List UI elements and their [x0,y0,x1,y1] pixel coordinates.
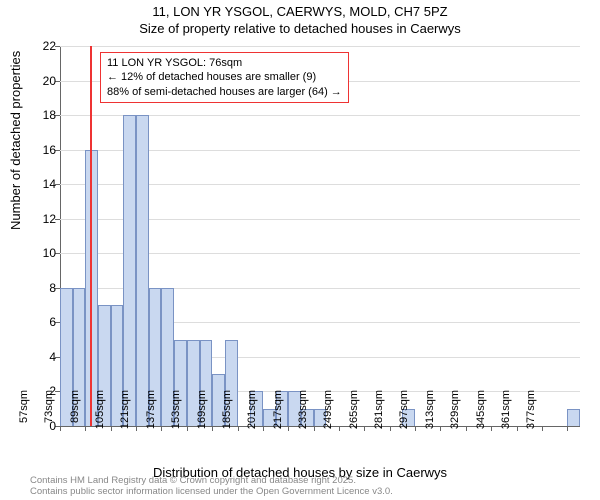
annotation-box: 11 LON YR YSGOL: 76sqm← 12% of detached … [100,52,349,103]
x-tick-mark [288,426,289,431]
x-tick-mark [136,426,137,431]
x-tick-label: 361sqm [500,390,512,434]
x-tick-label: 297sqm [398,390,410,434]
x-tick-mark [440,426,441,431]
x-tick-label: 121sqm [119,390,131,434]
x-tick-label: 265sqm [348,390,360,434]
x-tick-mark [85,426,86,431]
x-tick-label: 153sqm [170,390,182,434]
title-line2: Size of property relative to detached ho… [0,21,600,38]
x-tick-mark [60,426,61,431]
x-tick-label: 249sqm [322,390,334,434]
x-tick-mark [212,426,213,431]
histogram-chart: 57sqm73sqm89sqm105sqm121sqm137sqm153sqm1… [60,46,580,426]
histogram-bar [123,115,136,426]
histogram-bar [136,115,149,426]
x-tick-mark [111,426,112,431]
y-tick-label: 16 [26,143,56,157]
x-tick-label: 345sqm [475,390,487,434]
x-tick-mark [339,426,340,431]
histogram-bar [567,409,580,426]
x-tick-mark [314,426,315,431]
x-tick-label: 169sqm [196,390,208,434]
x-tick-mark [491,426,492,431]
x-tick-mark [263,426,264,431]
x-tick-mark [364,426,365,431]
x-tick-mark [415,426,416,431]
y-tick-label: 4 [26,350,56,364]
y-tick-label: 8 [26,281,56,295]
x-tick-label: 377sqm [525,390,537,434]
annotation-line: 11 LON YR YSGOL: 76sqm [107,56,342,70]
x-tick-mark [517,426,518,431]
x-tick-label: 329sqm [449,390,461,434]
y-tick-label: 2 [26,384,56,398]
x-tick-label: 105sqm [94,390,106,434]
y-tick-label: 6 [26,315,56,329]
x-tick-mark [238,426,239,431]
property-marker-line [90,46,92,426]
y-tick-label: 0 [26,419,56,433]
x-tick-mark [187,426,188,431]
footer-line2: Contains public sector information licen… [30,487,393,498]
x-tick-label: 233sqm [297,390,309,434]
x-tick-label: 313sqm [424,390,436,434]
annotation-line: ← 12% of detached houses are smaller (9) [107,70,342,84]
y-tick-label: 18 [26,108,56,122]
y-tick-label: 20 [26,74,56,88]
x-tick-label: 281sqm [373,390,385,434]
title-line1: 11, LON YR YSGOL, CAERWYS, MOLD, CH7 5PZ [0,4,600,21]
y-tick-label: 10 [26,246,56,260]
x-tick-mark [466,426,467,431]
x-tick-mark [542,426,543,431]
x-tick-label: 217sqm [272,390,284,434]
y-axis-label: Number of detached properties [8,51,23,230]
x-tick-label: 89sqm [69,390,81,434]
x-tick-mark [390,426,391,431]
x-tick-label: 201sqm [246,390,258,434]
annotation-line: 88% of semi-detached houses are larger (… [107,85,342,99]
attribution-footer: Contains HM Land Registry data © Crown c… [30,476,393,498]
x-tick-label: 185sqm [221,390,233,434]
y-tick-label: 12 [26,212,56,226]
gridline [60,46,580,47]
x-tick-mark [161,426,162,431]
y-tick-label: 22 [26,39,56,53]
x-tick-label: 137sqm [145,390,157,434]
y-tick-label: 14 [26,177,56,191]
x-tick-mark [567,426,568,431]
